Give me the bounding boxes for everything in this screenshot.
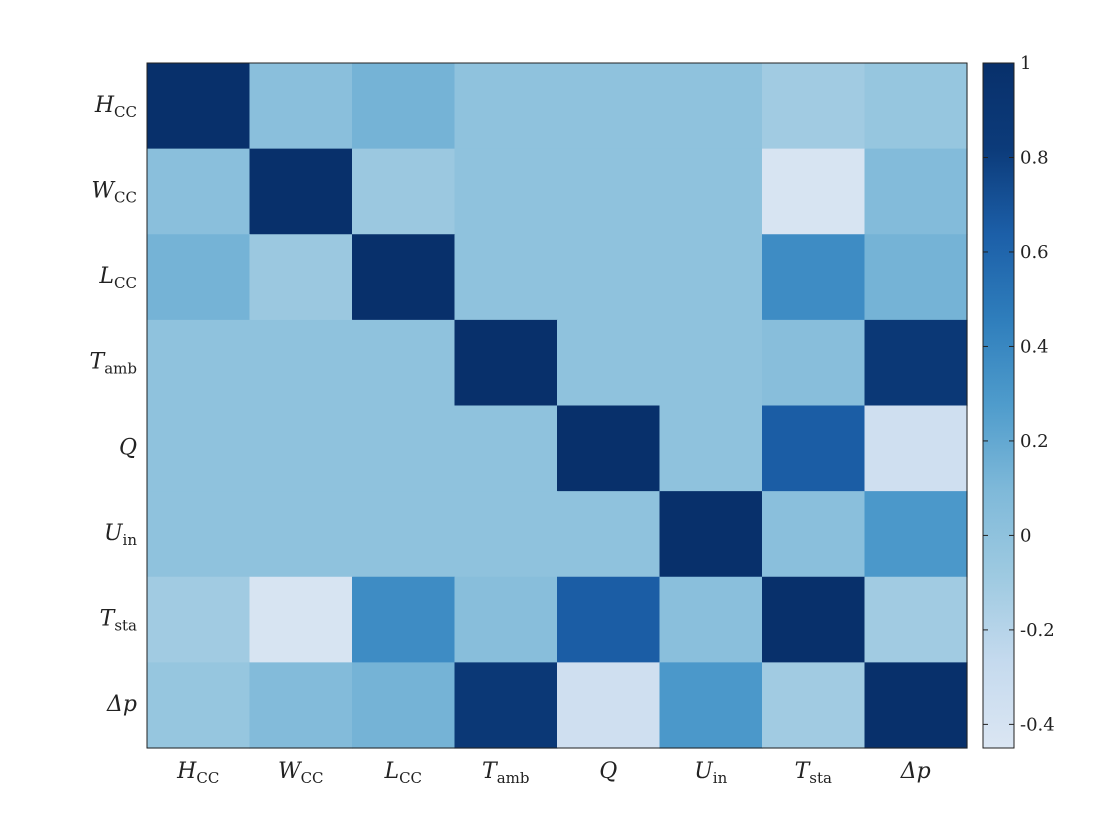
heatmap-cell-5-2 bbox=[352, 491, 456, 578]
y-label-5: Uin bbox=[104, 521, 137, 549]
heatmap-cell-4-7 bbox=[864, 405, 968, 492]
heatmap-cell-0-4 bbox=[557, 63, 661, 150]
heatmap-cell-7-0 bbox=[147, 662, 251, 749]
heatmap-cell-5-0 bbox=[147, 491, 251, 578]
heatmap-cell-3-7 bbox=[864, 319, 968, 407]
colorbar-tick-label-0: 1 bbox=[1020, 53, 1031, 74]
heatmap-cell-5-7 bbox=[864, 491, 968, 578]
colorbar-tick-label-5: 0 bbox=[1020, 525, 1031, 546]
heatmap-cell-7-2 bbox=[352, 662, 456, 749]
heatmap-cell-3-0 bbox=[147, 319, 251, 407]
colorbar-tick-label-3: 0.4 bbox=[1020, 336, 1049, 357]
colorbar bbox=[982, 62, 1015, 749]
heatmap-cell-0-5 bbox=[659, 63, 763, 150]
heatmap-cell-0-2 bbox=[352, 63, 456, 150]
heatmap-cell-4-3 bbox=[454, 405, 558, 492]
x-label-2: LCC bbox=[383, 759, 422, 787]
heatmap-cell-4-0 bbox=[147, 405, 251, 492]
heatmap-cell-6-3 bbox=[454, 576, 558, 663]
heatmap-cell-1-5 bbox=[659, 148, 763, 235]
colorbar-tick-label-6: -0.2 bbox=[1020, 620, 1055, 641]
heatmap-cell-7-1 bbox=[249, 662, 353, 749]
heatmap-cell-3-6 bbox=[762, 319, 866, 407]
colorbar-tick-label-4: 0.2 bbox=[1020, 431, 1049, 452]
heatmap-cell-3-1 bbox=[249, 319, 353, 407]
heatmap-cell-7-3 bbox=[454, 662, 558, 749]
heatmap-cell-7-4 bbox=[557, 662, 661, 749]
heatmap-cell-1-2 bbox=[352, 148, 456, 235]
heatmap-cell-4-4 bbox=[557, 405, 661, 492]
colorbar-tick-label-2: 0.6 bbox=[1020, 242, 1049, 263]
heatmap-cell-1-4 bbox=[557, 148, 661, 235]
heatmap-cell-1-0 bbox=[147, 148, 251, 235]
heatmap-cell-7-7 bbox=[864, 662, 968, 749]
heatmap-cell-2-0 bbox=[147, 234, 251, 321]
x-label-0: HCC bbox=[176, 759, 219, 787]
heatmap-cell-6-6 bbox=[762, 576, 866, 663]
colorbar-tick-label-1: 0.8 bbox=[1020, 147, 1049, 168]
heatmap-cell-6-0 bbox=[147, 576, 251, 663]
heatmap-cell-4-2 bbox=[352, 405, 456, 492]
heatmap-cell-2-1 bbox=[249, 234, 353, 321]
y-label-2: LCC bbox=[98, 264, 137, 292]
x-tick-labels: HCC WCC LCC Tamb Q Uin Tsta Δp bbox=[176, 759, 931, 787]
heatmap-cell-0-1 bbox=[249, 63, 353, 150]
x-label-4: Q bbox=[599, 759, 617, 784]
heatmap-cell-6-7 bbox=[864, 576, 968, 663]
heatmap-cell-6-5 bbox=[659, 576, 763, 663]
heatmap-cell-5-3 bbox=[454, 491, 558, 578]
heatmap-cell-2-6 bbox=[762, 234, 866, 321]
heatmap-cell-2-3 bbox=[454, 234, 558, 321]
heatmap-cell-7-6 bbox=[762, 662, 866, 749]
heatmap-cell-2-5 bbox=[659, 234, 763, 321]
heatmap-cell-2-7 bbox=[864, 234, 968, 321]
heatmap-cell-2-2 bbox=[352, 234, 456, 321]
y-label-0: HCC bbox=[94, 93, 137, 121]
colorbar-ticks: 1 0.8 0.6 0.4 0.2 0 -0.2 -0.4 bbox=[983, 53, 1055, 735]
heatmap-cell-0-0 bbox=[147, 63, 251, 150]
heatmap-cell-6-2 bbox=[352, 576, 456, 663]
heatmap-cell-3-5 bbox=[659, 319, 763, 407]
heatmap-cell-4-1 bbox=[249, 405, 353, 492]
y-tick-labels: HCC WCC LCC Tamb Q Uin Tsta Δp bbox=[90, 93, 138, 717]
colorbar-tick-label-7: -0.4 bbox=[1020, 714, 1055, 735]
x-label-6: Tsta bbox=[795, 759, 832, 787]
heatmap-cell-6-1 bbox=[249, 576, 353, 663]
x-label-5: Uin bbox=[694, 759, 727, 787]
heatmap-cell-4-5 bbox=[659, 405, 763, 492]
heatmap-cell-3-2 bbox=[352, 319, 456, 407]
y-label-7: Δp bbox=[106, 692, 137, 717]
heatmap-cell-0-3 bbox=[454, 63, 558, 150]
heatmap-cell-1-1 bbox=[249, 148, 353, 235]
heatmap-cell-3-4 bbox=[557, 319, 661, 407]
y-label-4: Q bbox=[119, 435, 137, 460]
heatmap-cell-1-3 bbox=[454, 148, 558, 235]
heatmap-cell-2-4 bbox=[557, 234, 661, 321]
y-label-6: Tsta bbox=[100, 607, 137, 635]
heatmap-cell-5-1 bbox=[249, 491, 353, 578]
plot-border bbox=[146, 62, 968, 749]
heatmap-cell-3-3 bbox=[454, 319, 558, 407]
heatmap-cell-5-4 bbox=[557, 491, 661, 578]
heatmap-cell-4-6 bbox=[762, 405, 866, 492]
y-label-3: Tamb bbox=[90, 350, 137, 378]
heatmap-cell-5-6 bbox=[762, 491, 866, 578]
heatmap-cells bbox=[147, 63, 968, 749]
x-label-3: Tamb bbox=[482, 759, 529, 787]
heatmap-cell-0-6 bbox=[762, 63, 866, 150]
heatmap-cell-7-5 bbox=[659, 662, 763, 749]
heatmap-cell-0-7 bbox=[864, 63, 968, 150]
heatmap-cell-6-4 bbox=[557, 576, 661, 663]
heatmap-cell-5-5 bbox=[659, 491, 763, 578]
heatmap-cell-1-7 bbox=[864, 148, 968, 235]
heatmap-cell-1-6 bbox=[762, 148, 866, 235]
x-label-1: WCC bbox=[278, 759, 324, 787]
x-label-7: Δp bbox=[900, 759, 931, 784]
y-label-1: WCC bbox=[91, 178, 137, 206]
